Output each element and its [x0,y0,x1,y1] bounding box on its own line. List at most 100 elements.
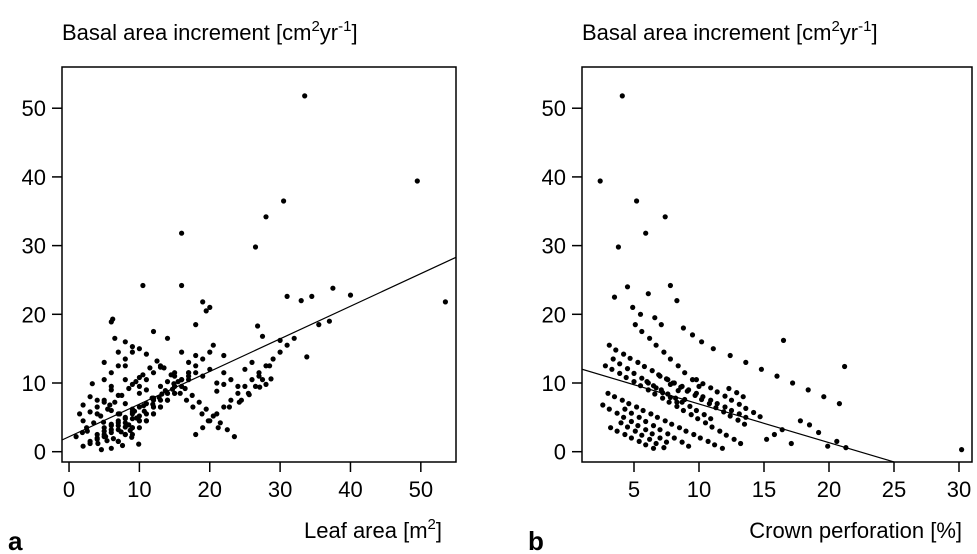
data-point [207,304,213,310]
y-tick-label: 0 [34,440,46,465]
x-tick-label: 25 [882,477,906,502]
data-point [751,409,757,416]
data-point [164,397,171,403]
data-point [637,383,644,389]
panel-a-y-axis: 0 10 20 30 40 50 [22,96,62,465]
x-tick-label: 30 [268,477,292,502]
data-point [147,365,153,371]
data-point [104,438,110,444]
data-point [709,424,715,430]
data-point [628,435,635,441]
data-point [696,383,702,389]
data-point [686,387,692,393]
data-point [637,311,644,317]
data-point [662,418,668,424]
data-point [80,418,86,424]
data-point [635,359,641,365]
data-point [100,419,107,425]
data-point [414,178,420,184]
data-point [667,394,674,400]
data-point [669,421,675,427]
data-point [714,389,720,395]
data-point [150,370,157,376]
data-point [263,214,269,220]
data-point [186,377,192,383]
data-point [217,420,223,426]
data-point [797,418,804,424]
data-point [134,415,140,421]
data-point [129,434,135,440]
data-point [816,429,822,436]
data-point [80,402,86,408]
data-point [246,392,252,398]
data-point [150,328,157,335]
data-point [110,316,116,322]
data-point [660,395,666,401]
data-point [89,381,95,387]
data-point [157,363,164,369]
data-point [741,421,748,427]
data-point [203,308,209,314]
data-point [774,373,780,379]
data-point [149,395,155,401]
data-point [654,414,661,420]
data-point [136,383,142,389]
data-point [140,282,146,289]
data-point [609,366,615,372]
data-point [689,377,696,383]
data-point [87,409,93,415]
data-point [738,440,744,447]
data-point [179,383,185,389]
data-point [259,377,266,383]
data-point [779,427,785,433]
data-point [143,387,149,393]
data-point [701,412,707,418]
data-point [126,422,132,428]
x-tick-label: 0 [63,477,75,502]
data-point [727,413,733,419]
data-point [780,337,787,343]
data-point [270,356,276,362]
data-point [708,397,714,403]
data-point [224,427,230,433]
data-point [94,411,100,417]
data-point [207,366,213,372]
data-point [177,390,183,396]
data-point [94,397,100,403]
data-point [108,445,114,451]
data-point [726,385,732,392]
data-point [200,373,206,379]
data-point [624,366,631,372]
data-point [657,373,663,379]
data-point [661,445,667,451]
data-point [617,370,623,376]
data-point [115,349,121,355]
data-point [122,401,128,407]
x-tick-label: 5 [628,477,640,502]
data-point [622,406,628,412]
data-point [736,401,742,407]
data-point [172,390,178,396]
data-point [719,445,726,451]
data-point [771,431,778,438]
data-point [221,404,227,410]
data-point [122,377,128,383]
data-point [117,411,123,417]
data-point [728,397,735,403]
panel-a-leaf-area: Basal area increment [cm2yr-1] 0 10 20 30 40… [8,18,457,554]
data-point [98,447,104,453]
data-point [203,406,209,412]
data-point [627,355,633,361]
data-point [628,410,635,416]
data-point [626,401,632,407]
panel-a-points [73,93,448,453]
data-point [186,370,192,376]
data-point [634,404,640,410]
data-point [259,333,266,339]
data-point [834,438,840,444]
data-point [757,414,763,420]
data-point [136,374,142,381]
data-point [186,359,192,365]
data-point [710,346,716,352]
data-point [126,385,132,392]
